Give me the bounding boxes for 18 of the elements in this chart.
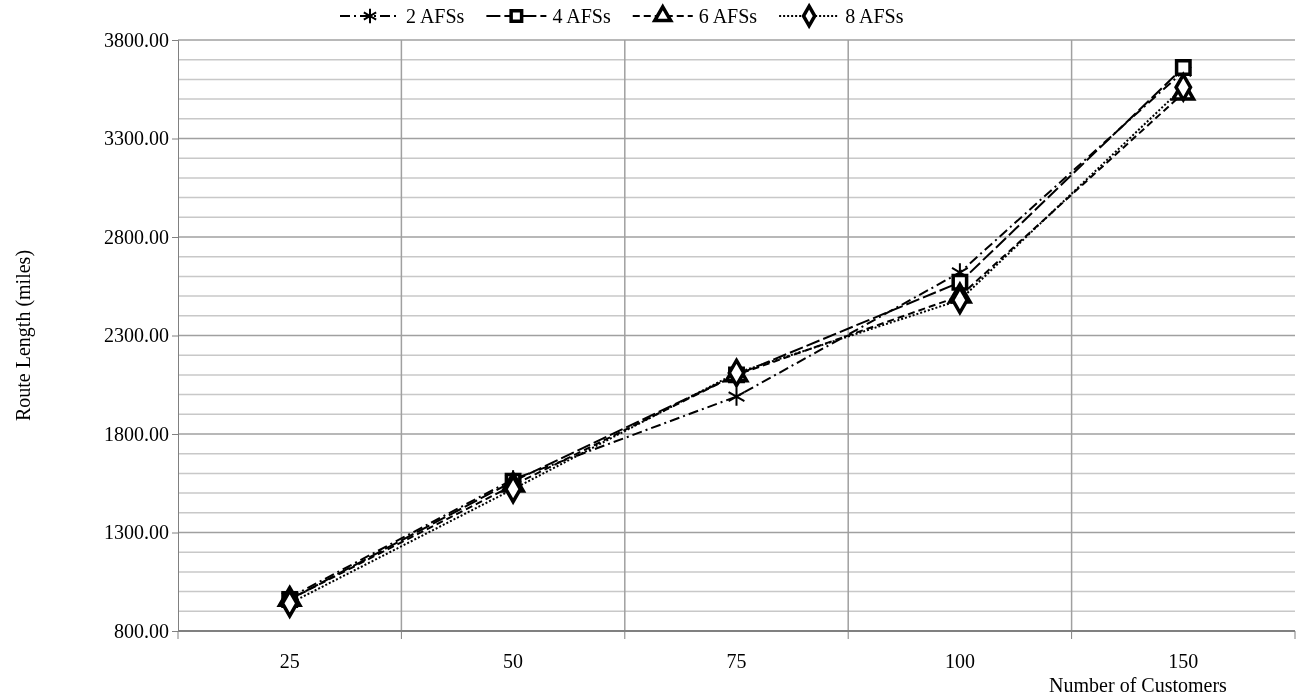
x-axis-title: Number of Customers	[1049, 674, 1228, 696]
y-tick-label: 1300.00	[104, 521, 169, 544]
y-tick-label: 2300.00	[104, 324, 169, 347]
y-tick-label: 2800.00	[104, 225, 169, 248]
x-tick-label: 50	[503, 650, 524, 672]
legend-label: 2 AFSs	[406, 5, 465, 27]
legend-label: 4 AFSs	[552, 5, 611, 27]
x-tick-label: 100	[944, 650, 975, 672]
x-tick-label: 25	[279, 650, 300, 672]
y-axis-title: Route Length (miles)	[12, 249, 35, 422]
x-tick-label: 75	[726, 650, 747, 672]
y-tick-label: 3800.00	[104, 28, 169, 51]
y-tick-label: 3300.00	[104, 127, 169, 150]
y-tick-label: 800.00	[114, 619, 169, 642]
legend-label: 6 AFSs	[698, 5, 758, 27]
legend-label: 8 AFSs	[845, 5, 904, 27]
x-tick-label: 150	[1168, 650, 1199, 672]
y-tick-label: 1800.00	[104, 422, 169, 445]
